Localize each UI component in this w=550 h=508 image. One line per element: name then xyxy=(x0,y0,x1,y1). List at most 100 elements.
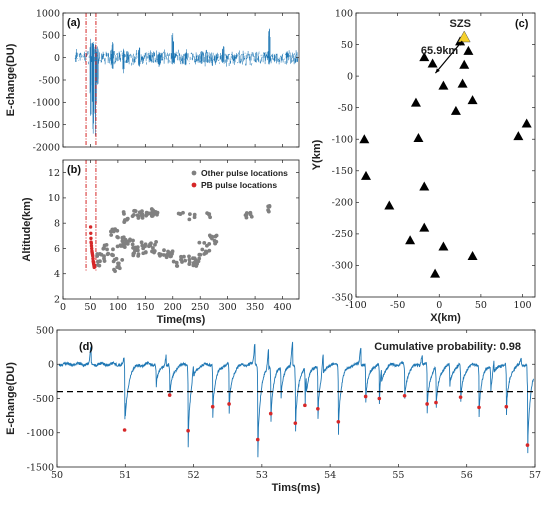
panel-a-ytick-label: 1000 xyxy=(36,8,60,19)
panel-b-other-point xyxy=(155,212,159,217)
panel-d-pulse-marker xyxy=(363,394,368,399)
panel-b-xtick-label: 0 xyxy=(60,302,66,313)
panel-b-other-point xyxy=(136,216,141,220)
panel-b-other-point xyxy=(98,259,102,264)
panel-c-station-marker xyxy=(438,80,449,90)
panel-b-pb-point xyxy=(89,241,94,246)
panel-c-ytick-label: -350 xyxy=(332,292,353,303)
panel-b-xtick-label: 300 xyxy=(219,302,237,313)
panel-b-other-point xyxy=(120,239,125,243)
panel-b-other-point xyxy=(183,258,188,263)
panel-b-other-point xyxy=(166,249,170,254)
panel-b-other-point xyxy=(132,208,137,213)
panel-b-ytick-label: 8 xyxy=(54,218,60,229)
panel-d-xtick-label: 53 xyxy=(256,470,268,481)
panel-c-station-marker xyxy=(360,170,371,180)
panel-b-other-point xyxy=(207,248,212,253)
panel-b-other-point xyxy=(109,233,114,237)
panel-d-pulse-marker xyxy=(434,400,438,405)
panel-b-xtick-label: 150 xyxy=(136,302,154,313)
panel-d-pulse-marker xyxy=(402,393,407,398)
panel-b-other-point xyxy=(116,235,120,240)
panel-b-pb-point xyxy=(91,256,95,261)
panel-d-pulse-marker xyxy=(316,406,320,411)
panel-b-other-point xyxy=(213,241,218,246)
panel-c-station-marker xyxy=(457,78,468,88)
panel-b-other-point xyxy=(140,243,145,248)
panel-d-xtick-label: 51 xyxy=(119,470,131,481)
panel-b-legend-pb-label: PB pulse locations xyxy=(201,180,277,190)
panel-b-other-point xyxy=(202,240,207,245)
panel-d-ytick-label: -1500 xyxy=(27,462,54,473)
panel-d-pulse-marker xyxy=(255,437,260,442)
panel-b-other-point xyxy=(164,255,169,260)
panel-b-other-point xyxy=(174,260,179,265)
panel-a-ytick-label: -1500 xyxy=(33,120,60,131)
panel-b-other-point xyxy=(128,237,132,242)
panel-d-xtick-label: 54 xyxy=(324,470,336,481)
panel-b-other-point xyxy=(120,244,125,248)
panel-c-ytick-label: -50 xyxy=(338,103,353,114)
panel-b-other-point xyxy=(120,235,125,240)
panel-c-ytick-label: 100 xyxy=(335,8,353,19)
panel-b-other-point xyxy=(187,262,192,267)
panel-c-station-marker xyxy=(419,52,430,62)
panel-b-other-point xyxy=(105,247,109,252)
panel-c-distance-arrowhead-start xyxy=(457,40,463,46)
panel-c-xtick-label: 0 xyxy=(436,300,442,311)
panel-c-xlabel: X(km) xyxy=(430,312,461,324)
panel-d-ytick-label: -500 xyxy=(33,394,54,405)
panel-b-other-point xyxy=(131,246,135,250)
panel-b-other-point xyxy=(112,257,117,262)
panel-c-station-marker xyxy=(405,235,416,245)
panel-b-other-point xyxy=(161,253,166,257)
panel-b-other-point xyxy=(147,244,151,249)
panel-c-distance-arrowhead-end xyxy=(435,68,440,74)
panel-b-other-point xyxy=(130,242,135,247)
panel-d-pulse-marker xyxy=(268,411,273,416)
panel-b-other-point xyxy=(120,258,125,262)
panel-c-station-marker xyxy=(467,95,478,105)
panel-b-other-point xyxy=(136,254,141,258)
panel-d-ylabel: E-change(DU) xyxy=(5,362,17,435)
panel-c-distance-label: 65.9km xyxy=(421,45,459,57)
panel-d-pulse-marker xyxy=(122,428,127,432)
panel-b-other-point xyxy=(125,216,130,221)
panel-d-xtick-label: 56 xyxy=(461,470,473,481)
panel-c-station-marker xyxy=(521,118,532,128)
panel-b-other-point xyxy=(182,254,186,259)
panel-b-other-point xyxy=(167,252,171,257)
panel-b-other-point xyxy=(150,249,154,254)
panel-a-ytick-label: 0 xyxy=(54,53,60,64)
panel-b-xtick-label: 100 xyxy=(109,302,127,313)
panel-c-station-marker xyxy=(419,222,430,232)
panel-b-other-point xyxy=(106,251,111,256)
panel-c-station-marker xyxy=(450,105,461,115)
panel-c-ytick-label: -150 xyxy=(332,166,353,177)
panel-c-distance-arrow xyxy=(434,40,463,74)
panel-b-other-point xyxy=(152,249,157,253)
panel-c-xtick-label: 50 xyxy=(475,300,487,311)
panel-b-other-point xyxy=(162,248,166,253)
panel-a-ytick-label: -1000 xyxy=(33,98,60,109)
panel-b-other-point xyxy=(140,212,145,217)
panel-b-other-point xyxy=(109,229,113,234)
panel-b-other-point xyxy=(102,256,106,261)
panel-b-other-point xyxy=(197,240,202,245)
panel-b-other-point xyxy=(137,210,142,215)
panel-b-other-point xyxy=(112,267,116,272)
panel-b-other-point xyxy=(249,214,254,219)
panel-b-other-point xyxy=(131,238,135,243)
panel-d-annotation: Cumulative probability: 0.98 xyxy=(374,341,521,353)
panel-c-station-marker xyxy=(430,268,441,278)
panel-d-pulse-marker xyxy=(210,404,215,409)
panel-d-pulse-marker xyxy=(477,405,481,410)
panel-b-other-point xyxy=(207,233,212,238)
panel-b-legend-other-swatch xyxy=(191,170,197,176)
panel-b-other-point xyxy=(151,246,155,250)
panel-b-pb-point xyxy=(88,225,93,229)
panel-b-other-point xyxy=(131,212,136,217)
panel-b-other-point xyxy=(266,209,271,214)
panel-b-other-point xyxy=(187,217,192,222)
